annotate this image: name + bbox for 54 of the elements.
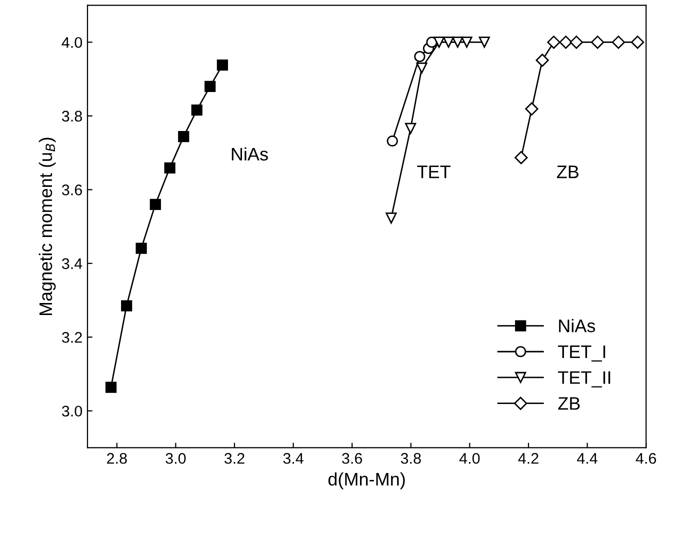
point (164, 162, 176, 174)
point (442, 36, 454, 48)
annotation: ZB (556, 166, 578, 178)
y-tick-label: 3.6 (62, 184, 82, 196)
legend-label: ZB (558, 397, 580, 410)
point (590, 36, 604, 49)
point (452, 36, 464, 48)
point (414, 51, 426, 62)
x-tick-label: 3.0 (166, 452, 186, 464)
point (570, 36, 583, 49)
x-tick-label: 4.2 (518, 452, 538, 464)
point (525, 102, 538, 116)
point (630, 36, 644, 49)
point (121, 300, 132, 312)
point (150, 198, 161, 210)
point (461, 36, 472, 48)
x-axis-title: d(Mn-Mn) (328, 472, 405, 490)
point (386, 135, 398, 147)
legend-label: TET_II (558, 371, 610, 388)
legend-label: TET_I (558, 346, 606, 362)
point (405, 122, 416, 134)
point (105, 382, 117, 393)
y-tick-label: 3.8 (62, 110, 82, 122)
point (536, 54, 549, 67)
annotation: NiAs (232, 147, 268, 161)
x-tick-label: 3.8 (400, 452, 421, 464)
point (216, 59, 228, 71)
x-tick-label: 2.8 (107, 452, 127, 464)
point (547, 36, 560, 49)
point (426, 36, 438, 48)
y-tick-label: 3.4 (62, 258, 82, 270)
point (204, 80, 216, 92)
y-tick-label: 3.2 (62, 332, 82, 343)
legend-label: NiAs (559, 319, 596, 332)
point (612, 36, 626, 49)
annotation: TET (417, 166, 450, 178)
point (434, 36, 445, 48)
y-tick-label: 4.0 (62, 37, 82, 48)
point (478, 36, 490, 48)
point (386, 212, 397, 224)
x-tick-label: 4.0 (459, 452, 480, 464)
point (559, 36, 572, 49)
y-tick-label: 3.0 (62, 406, 82, 417)
point (416, 62, 428, 74)
x-tick-label: 3.6 (342, 452, 362, 464)
x-tick-label: 3.2 (224, 452, 244, 464)
x-tick-label: 3.4 (283, 452, 304, 464)
x-tick-label: 4.4 (577, 453, 598, 464)
point (514, 151, 528, 164)
point (136, 242, 147, 254)
point (191, 104, 202, 116)
y-axis-title: Magnetic moment (u$_{B}$) (38, 138, 56, 316)
x-tick-label: 4.6 (636, 452, 656, 464)
point (178, 131, 190, 142)
